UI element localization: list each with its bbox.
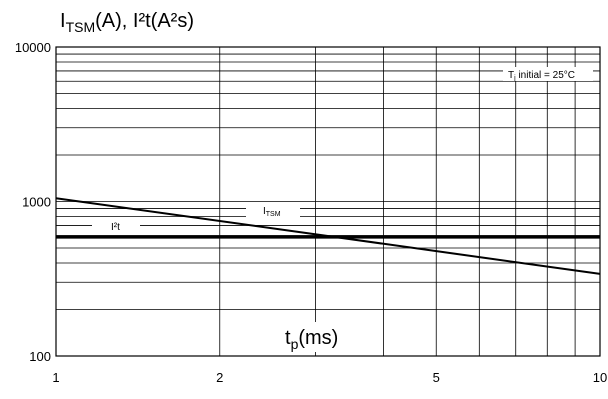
annotation-rest: initial = 25°C (516, 70, 575, 81)
i2t-label-bg (92, 219, 140, 233)
y-tick-label: 1000 (22, 195, 51, 210)
i2t-series-label: I²t (92, 219, 140, 233)
x-axis-title-sub: p (291, 336, 299, 352)
y-tick-label: 10000 (15, 40, 51, 55)
annotation-main: T (508, 70, 514, 81)
x-axis-title-bg (282, 322, 360, 352)
annotation-text: Tj initial = 25°C (508, 70, 575, 82)
x-tick-label: 1 (52, 370, 59, 385)
x-axis-title: tp(ms) (285, 327, 338, 352)
i2t-label: I²t (111, 222, 120, 233)
chart-title: ITSM(A), I²t(A²s) (60, 10, 194, 35)
itsm-label-bg (246, 203, 300, 217)
chart-title-rest: (A), I²t(A²s) (95, 10, 194, 32)
x-tick-label: 10 (593, 370, 607, 385)
chart-title-sub: TSM (66, 19, 96, 35)
itsm-label: ITSM (263, 206, 281, 218)
plot-border (55, 46, 601, 357)
x-tick-label: 5 (433, 370, 440, 385)
i2t-label-main: I²t (111, 222, 120, 233)
chart-title-main: I (60, 10, 66, 32)
x-axis-title-rest: (ms) (298, 327, 338, 349)
x-axis-title-main: t (285, 327, 291, 349)
itsm-label-main: I (263, 206, 266, 217)
annotation-bg (503, 67, 593, 81)
annotation-sub: j (513, 75, 516, 82)
series-layer (55, 197, 601, 275)
y-tick-label: 100 (29, 349, 51, 364)
itsm-label-sub: TSM (266, 211, 281, 218)
x-tick-label: 2 (216, 370, 223, 385)
itsm-series-label: ITSM (246, 203, 300, 218)
tj-annotation: Tj initial = 25°C (503, 67, 593, 82)
grid (56, 47, 600, 356)
x-axis-title-group: tp(ms) (282, 322, 360, 352)
tick-labels: 1 2 5 10 100 1000 10000 (15, 40, 607, 385)
